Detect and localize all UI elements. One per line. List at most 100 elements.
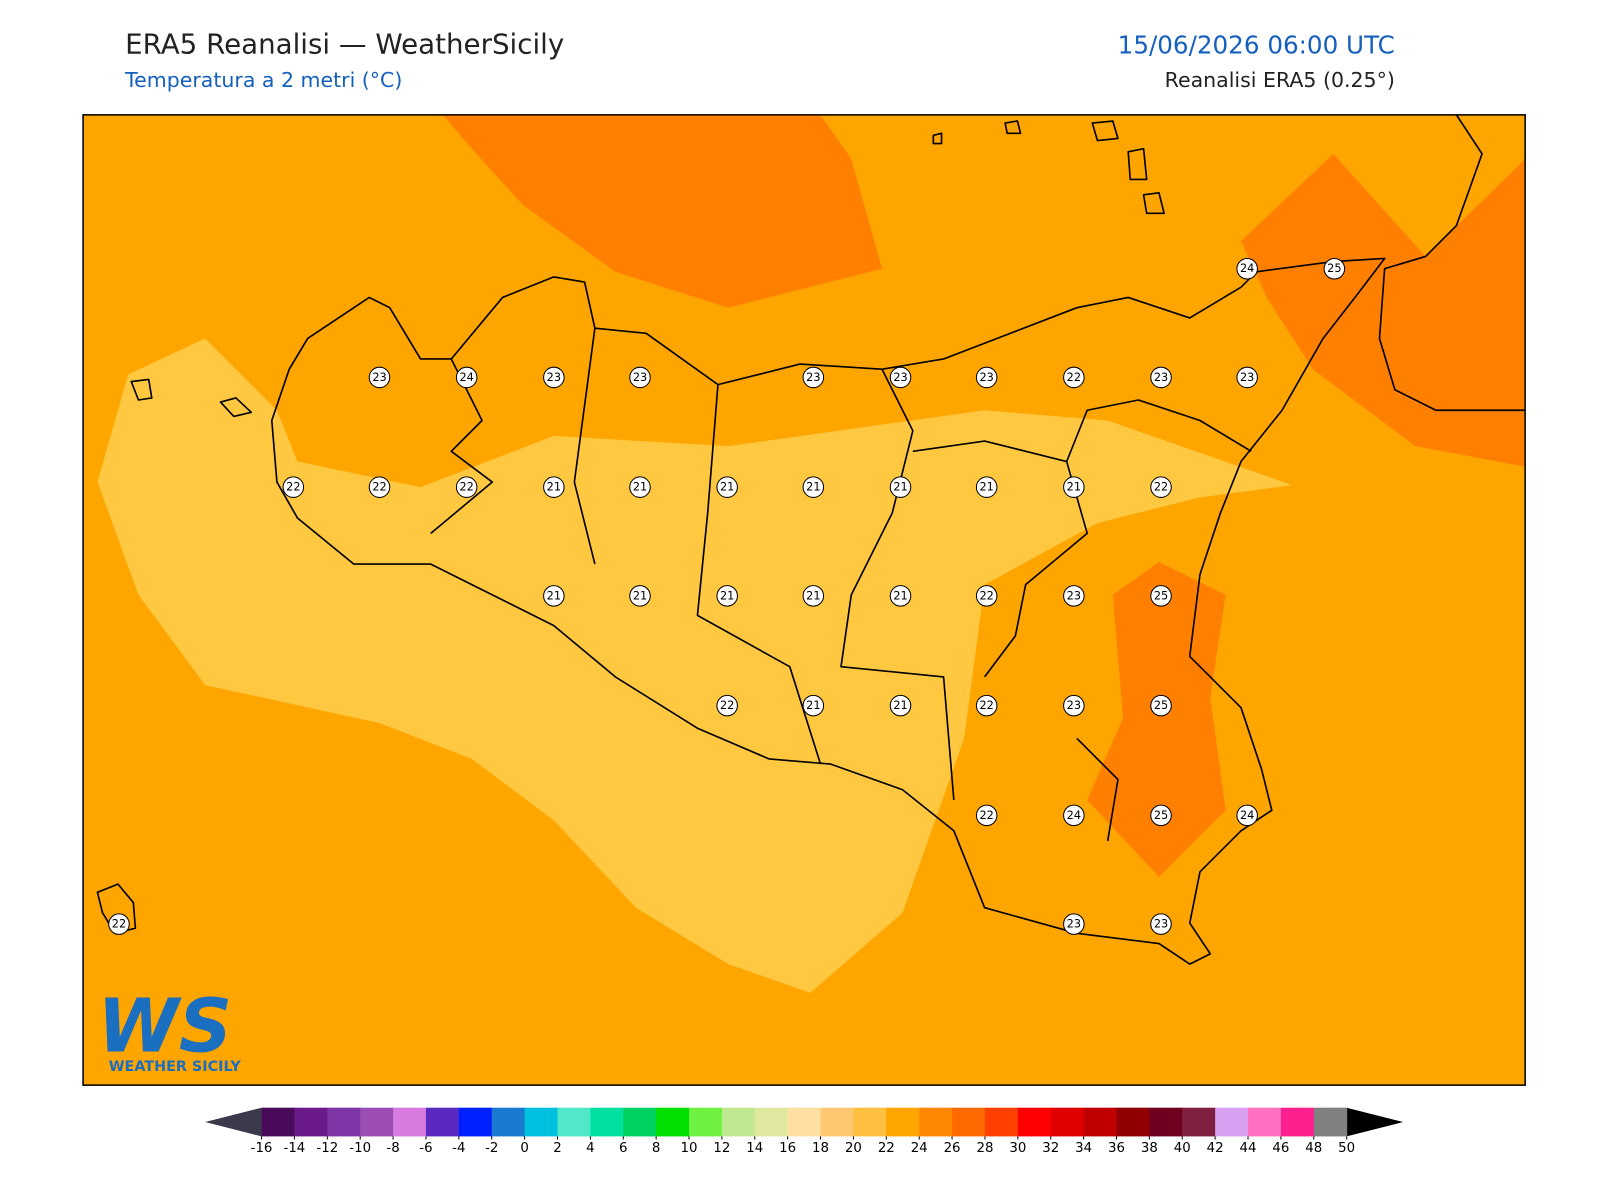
- colorbar-tick-label: 10: [681, 1141, 698, 1156]
- datetime: 15/06/2026 06:00 UTC: [1118, 30, 1395, 59]
- station-marker: [543, 585, 565, 607]
- map: 24 25 23 24 23 23 23 23 23 22 23 23 22 22 22 21 21 21 21 21…: [82, 114, 1526, 1086]
- station-value: 23: [633, 371, 647, 384]
- station-marker: [1150, 476, 1172, 498]
- station-marker: [1150, 585, 1172, 607]
- station-marker: [282, 476, 305, 498]
- colorbar-swatch: [1313, 1107, 1348, 1137]
- station-marker: [1150, 366, 1172, 389]
- station-value: 22: [979, 809, 993, 822]
- station-value: 25: [1154, 589, 1168, 602]
- map-frame: [82, 114, 1526, 1086]
- station-marker: [802, 694, 825, 717]
- station-value: 23: [1067, 699, 1081, 712]
- colorbar-tick-label: 34: [1075, 1141, 1092, 1156]
- station-value: 21: [547, 481, 561, 494]
- colorbar-swatch: [1280, 1107, 1315, 1137]
- colorbar-swatch: [1182, 1107, 1216, 1137]
- colorbar-tick-label: -8: [386, 1141, 399, 1156]
- colorbar-tick-label: 50: [1338, 1141, 1355, 1156]
- station-marker: [975, 366, 998, 389]
- station-value: 22: [979, 589, 993, 602]
- station-marker: [889, 476, 912, 498]
- station-marker: [1063, 585, 1085, 607]
- colorbar-tick-label: 6: [619, 1141, 627, 1156]
- station-value: 23: [806, 371, 820, 384]
- station-value: 21: [633, 481, 647, 494]
- colorbar-tick-label: -10: [349, 1141, 371, 1156]
- colorbar-extend-high: [1346, 1107, 1404, 1137]
- colorbar: -16 -14 -12 -10 -8 -6 -4 -2 0 2 4 6 8 10 12 14 16 18 20 22 2…: [205, 1107, 1404, 1156]
- colorbar-swatch: [360, 1107, 394, 1137]
- colorbar-tick-label: 40: [1174, 1141, 1191, 1156]
- station-value: 21: [893, 589, 907, 602]
- station-marker: [1150, 694, 1172, 717]
- colorbar-swatch: [425, 1107, 460, 1137]
- station-marker: [368, 476, 391, 498]
- station-value: 22: [1067, 371, 1081, 384]
- station-marker: [889, 694, 912, 717]
- colorbar-swatch: [721, 1107, 756, 1137]
- station-marker: [1150, 913, 1172, 935]
- island: [96, 120, 1165, 935]
- station-marker: [1236, 257, 1258, 280]
- colorbar-tick-label: -6: [419, 1141, 432, 1156]
- station-value: 22: [1154, 481, 1168, 494]
- colorbar-swatch: [853, 1107, 887, 1137]
- station-value: 21: [720, 481, 734, 494]
- province-boundary: [430, 328, 1252, 842]
- station-value: 24: [1240, 262, 1254, 275]
- station-value: 21: [720, 589, 734, 602]
- station-marker: [543, 366, 565, 389]
- colorbar-tick-label: 20: [845, 1141, 862, 1156]
- colorbar-swatch: [1083, 1107, 1118, 1137]
- colorbar-tick-label: 42: [1207, 1141, 1224, 1156]
- colorbar-swatch: [557, 1107, 591, 1137]
- colorbar-swatch: [656, 1107, 690, 1137]
- colorbar-swatch: [294, 1107, 328, 1137]
- colorbar-extend-low: [205, 1107, 262, 1137]
- station-value: 21: [806, 589, 820, 602]
- station-marker: [889, 585, 912, 607]
- station-value: 23: [372, 371, 386, 384]
- station-value: 22: [112, 918, 126, 931]
- station-value: 21: [979, 481, 993, 494]
- station-marker: [975, 585, 998, 607]
- colorbar-swatch: [261, 1107, 295, 1137]
- station-value: 23: [1067, 589, 1081, 602]
- title: ERA5 Reanalisi — WeatherSicily: [125, 27, 564, 60]
- colorbar-tick-label: 26: [944, 1141, 961, 1156]
- station-value: 22: [286, 481, 300, 494]
- colorbar-swatch: [491, 1107, 526, 1137]
- colorbar-swatch: [590, 1107, 624, 1137]
- station-marker: [975, 804, 998, 827]
- colorbar-swatch: [820, 1107, 854, 1137]
- station-marker: [1063, 913, 1085, 935]
- station-marker: [975, 476, 998, 498]
- station-value: 24: [1067, 809, 1081, 822]
- colorbar-tick-label: 8: [652, 1141, 660, 1156]
- colorbar-tick-label: 30: [1009, 1141, 1026, 1156]
- station-marker: [1323, 257, 1346, 280]
- station-value: 22: [459, 481, 473, 494]
- station-value: 25: [1327, 262, 1341, 275]
- station-value: 21: [547, 589, 561, 602]
- colorbar-tick-label: 18: [812, 1141, 829, 1156]
- station-marker: [629, 366, 651, 389]
- colorbar-swatch: [754, 1107, 789, 1137]
- colorbar-swatch: [1116, 1107, 1150, 1137]
- station-value: 22: [720, 699, 734, 712]
- station-value: 21: [1067, 481, 1081, 494]
- station-value: 21: [806, 481, 820, 494]
- station-marker: [455, 366, 478, 389]
- colorbar-tick-label: -2: [485, 1141, 498, 1156]
- colorbar-tick-label: -4: [452, 1141, 465, 1156]
- station-marker: [716, 585, 738, 607]
- station-value: 25: [1154, 699, 1168, 712]
- colorbar-tick-label: 0: [520, 1141, 528, 1156]
- colorbar-swatch: [1215, 1107, 1249, 1137]
- station-marker: [543, 476, 565, 498]
- station-value: 21: [806, 699, 820, 712]
- station-marker: [716, 694, 738, 717]
